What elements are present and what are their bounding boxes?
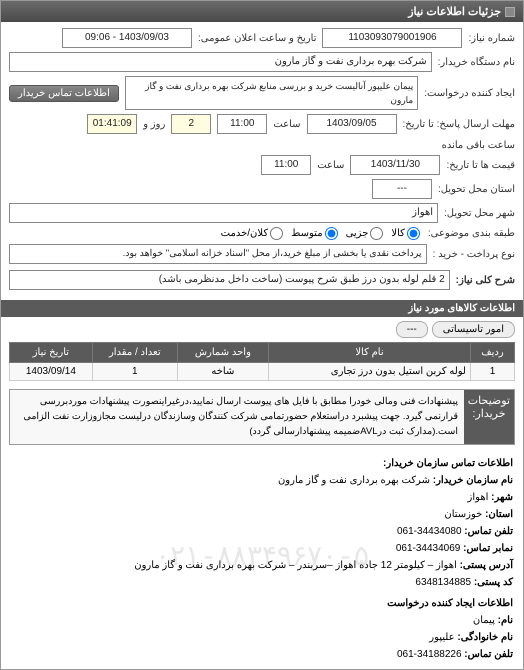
request-no-label: شماره نیاز: bbox=[468, 33, 515, 44]
c-city-label: شهر: bbox=[491, 492, 513, 503]
col-idx: ردیف bbox=[470, 343, 514, 363]
time-label-1: ساعت bbox=[273, 119, 300, 130]
pill-category[interactable]: امور تاسیساتی bbox=[432, 321, 515, 338]
desc-title-field: 2 قلم لوله بدون درز طبق شرح پیوست (ساخت … bbox=[9, 270, 450, 290]
c-province-value: خوزستان bbox=[444, 509, 482, 520]
announce-label: تاریخ و ساعت اعلان عمومی: bbox=[198, 33, 317, 44]
time-remain-label: ساعت باقی مانده bbox=[442, 140, 515, 151]
c-cphone-label: تلفن تماس: bbox=[464, 649, 513, 660]
buyer-notes-label: توضیحات خریدار: bbox=[464, 390, 514, 444]
creator-label: ایجاد کننده درخواست: bbox=[424, 88, 515, 99]
creator-header: اطلاعات ایجاد کننده درخواست bbox=[387, 598, 513, 609]
contact-info-button[interactable]: اطلاعات تماس خریدار bbox=[9, 85, 119, 102]
province-field: --- bbox=[372, 179, 432, 199]
budget-type-group: طبقه بندی موضوعی: کالا جزیی متوسط کلان/خ… bbox=[9, 227, 515, 240]
payment-field: پرداخت نقدی یا بخشی از مبلغ خرید،از محل … bbox=[9, 244, 427, 264]
category-pills: امور تاسیساتی --- bbox=[1, 317, 523, 342]
org-label: نام سازمان خریدار: bbox=[433, 475, 513, 486]
time-label-2: ساعت bbox=[317, 160, 344, 171]
contact-block: ۰۲۱-۸۸۳۴۹۶۷۰-۵ اطلاعات تماس سازمان خریدا… bbox=[1, 449, 523, 669]
c-addr-value: اهواز – کیلومتر 12 جاده اهواز –سربندر – … bbox=[134, 560, 457, 571]
price-date-field: 1403/11/30 bbox=[350, 155, 440, 175]
contact-header: اطلاعات تماس سازمان خریدار: bbox=[383, 458, 513, 469]
radio-kala-input[interactable] bbox=[407, 227, 420, 240]
radio-motevaset-input[interactable] bbox=[325, 227, 338, 240]
c-addr-label: آدرس پستی: bbox=[460, 560, 513, 571]
cell-date: 1403/09/14 bbox=[10, 363, 93, 381]
col-unit: واحد شمارش bbox=[177, 343, 268, 363]
goods-header: اطلاعات کالاهای مورد نیاز bbox=[1, 300, 523, 317]
c-phone-label: تلفن تماس: bbox=[464, 526, 513, 537]
pill-empty[interactable]: --- bbox=[396, 321, 428, 338]
c-province-label: استان: bbox=[485, 509, 513, 520]
days-remain-field: 2 bbox=[171, 114, 211, 134]
goods-table: ردیف نام کالا واحد شمارش تعداد / مقدار ت… bbox=[9, 342, 515, 381]
cell-name: لوله کربن استیل بدون درز تجاری bbox=[268, 363, 470, 381]
c-phone-value: 34434080-061 bbox=[397, 526, 462, 537]
corner-icon bbox=[505, 7, 515, 17]
budget-type-label: طبقه بندی موضوعی: bbox=[428, 228, 515, 239]
price-label: قیمت ها تا تاریخ: bbox=[446, 160, 515, 171]
c-lname-label: نام خانوادگی: bbox=[457, 632, 513, 643]
buyer-notes-box: توضیحات خریدار: پیشنهادات فنی ومالی خودر… bbox=[9, 389, 515, 445]
c-lname-value: علیپور bbox=[429, 632, 454, 643]
panel-header: جزئیات اطلاعات نیاز bbox=[1, 1, 523, 22]
city-field: اهواز bbox=[9, 203, 438, 223]
radio-kalan-input[interactable] bbox=[270, 227, 283, 240]
price-time-field: 11:00 bbox=[261, 155, 311, 175]
c-zip-value: 6348134885 bbox=[415, 577, 471, 588]
c-fax-value: 34434069-061 bbox=[396, 543, 461, 554]
c-city-value: اهواز bbox=[468, 492, 489, 503]
buyer-label: نام دستگاه خریدار: bbox=[438, 57, 515, 68]
cell-unit: شاخه bbox=[177, 363, 268, 381]
creator-field: پیمان علیپور آنالیست خرید و بررسی منابع … bbox=[125, 76, 418, 110]
c-zip-label: کد پستی: bbox=[474, 577, 513, 588]
radio-motevaset[interactable]: متوسط bbox=[291, 227, 337, 240]
col-date: تاریخ نیاز bbox=[10, 343, 93, 363]
buyer-notes-text: پیشنهادات فنی ومالی خودرا مطابق با فایل … bbox=[10, 390, 464, 444]
province-label: استان محل تحویل: bbox=[438, 184, 515, 195]
org-value: شرکت بهره برداری نفت و گاز مارون bbox=[278, 475, 430, 486]
c-fax-label: نمابر تماس: bbox=[463, 543, 513, 554]
desc-title-label: شرح کلی نیاز: bbox=[456, 275, 515, 286]
col-name: نام کالا bbox=[268, 343, 470, 363]
announce-field: 1403/09/03 - 09:06 bbox=[62, 28, 192, 48]
request-no-field: 1103093079001906 bbox=[322, 28, 462, 48]
table-row[interactable]: 1 لوله کربن استیل بدون درز تجاری شاخه 1 … bbox=[10, 363, 515, 381]
radio-jozi[interactable]: جزیی bbox=[346, 227, 384, 240]
cell-idx: 1 bbox=[470, 363, 514, 381]
c-name-label: نام: bbox=[498, 615, 513, 626]
buyer-field: شرکت بهره برداری نفت و گاز مارون bbox=[9, 52, 432, 72]
radio-jozi-input[interactable] bbox=[370, 227, 383, 240]
c-cphone-value: 34188226-061 bbox=[397, 649, 462, 660]
col-qty: تعداد / مقدار bbox=[92, 343, 177, 363]
days-label: روز و bbox=[143, 119, 165, 130]
city-label: شهر محل تحویل: bbox=[444, 208, 515, 219]
panel-title: جزئیات اطلاعات نیاز bbox=[408, 5, 501, 18]
deadline-time-field: 11:00 bbox=[217, 114, 267, 134]
radio-kala[interactable]: کالا bbox=[391, 227, 420, 240]
deadline-label: مهلت ارسال پاسخ: تا تاریخ: bbox=[403, 119, 515, 130]
deadline-date-field: 1403/09/05 bbox=[307, 114, 397, 134]
c-name-value: پیمان bbox=[473, 615, 495, 626]
radio-kalan[interactable]: کلان/خدمت bbox=[221, 227, 283, 240]
cell-qty: 1 bbox=[92, 363, 177, 381]
payment-label: نوع پرداخت - خرید : bbox=[433, 249, 515, 260]
time-remain-field: 01:41:09 bbox=[87, 114, 137, 134]
